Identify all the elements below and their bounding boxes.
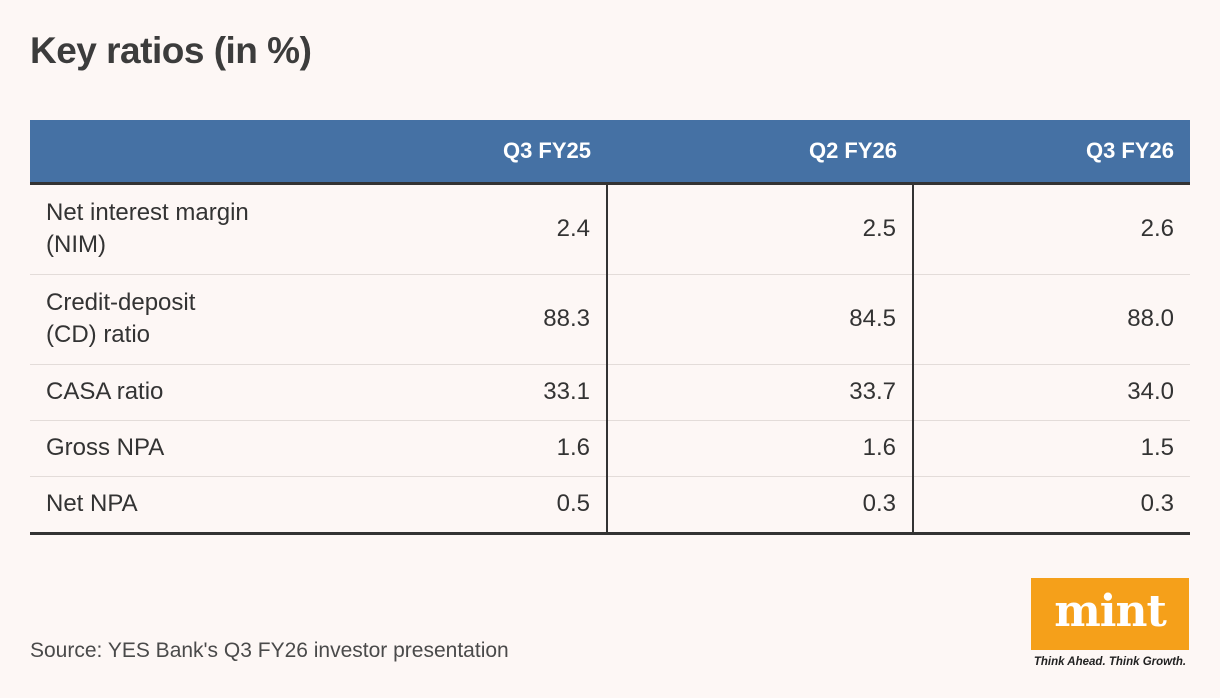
row-label-line: Credit-deposit (46, 289, 196, 316)
row-label-line: (CD) ratio (46, 321, 151, 348)
logo-tagline: Think Ahead. Think Growth. (1033, 656, 1187, 668)
table-cell: 33.7 (607, 364, 914, 421)
mint-logo: mint (1031, 578, 1189, 650)
header-cell-empty (30, 120, 330, 185)
table-cell: 88.3 (330, 274, 608, 365)
chart-title: Key ratios (in %) (30, 30, 312, 71)
table-row: CASA ratio 33.1 33.7 34.0 (30, 364, 1190, 421)
source-note: Source: YES Bank's Q3 FY26 investor pres… (30, 639, 509, 662)
table-cell: 1.6 (607, 420, 914, 477)
table-row: Credit-deposit (CD) ratio 88.3 84.5 88.0 (30, 274, 1190, 365)
table-row: Net interest margin (NIM) 2.4 2.5 2.6 (30, 183, 1190, 275)
table-cell: 1.5 (913, 420, 1190, 477)
table-row: Gross NPA 1.6 1.6 1.5 (30, 420, 1190, 477)
row-label-gross-npa: Gross NPA (30, 420, 330, 477)
table-cell: 0.5 (330, 476, 608, 535)
row-label-casa-ratio: CASA ratio (30, 364, 330, 421)
table-cell: 1.6 (330, 420, 608, 477)
table-cell: 33.1 (330, 364, 608, 421)
table-cell: 88.0 (913, 274, 1190, 365)
header-cell-q2-fy26: Q2 FY26 (607, 120, 913, 185)
table-cell: 0.3 (607, 476, 914, 535)
table-row: Net NPA 0.5 0.3 0.3 (30, 476, 1190, 535)
row-label-nim: Net interest margin (NIM) (30, 183, 330, 275)
header-cell-q3-fy26: Q3 FY26 (913, 120, 1190, 185)
table-header-row: Q3 FY25 Q2 FY26 Q3 FY26 (30, 120, 1190, 185)
row-label-line: (NIM) (46, 231, 106, 258)
header-cell-q3-fy25: Q3 FY25 (330, 120, 607, 185)
table-cell: 0.3 (913, 476, 1190, 535)
row-label-line: Net interest margin (46, 199, 249, 226)
key-ratios-table: Q3 FY25 Q2 FY26 Q3 FY26 Net interest mar… (30, 120, 1190, 535)
logo-wordmark: mint (1054, 586, 1167, 637)
row-label-net-npa: Net NPA (30, 476, 330, 535)
table-cell: 2.5 (607, 183, 914, 275)
table-cell: 84.5 (607, 274, 914, 365)
row-label-cd-ratio: Credit-deposit (CD) ratio (30, 274, 330, 365)
table-cell: 2.6 (913, 183, 1190, 275)
table-cell: 34.0 (913, 364, 1190, 421)
table-cell: 2.4 (330, 183, 608, 275)
